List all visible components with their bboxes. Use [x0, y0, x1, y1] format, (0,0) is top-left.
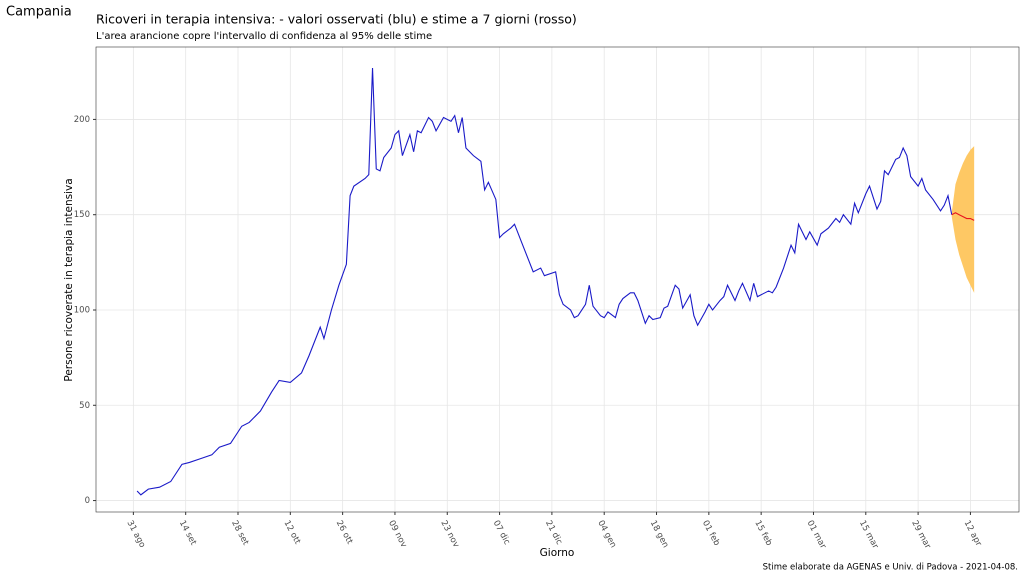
- x-axis-title: Giorno: [540, 547, 575, 559]
- x-tick-label: 14 set: [177, 519, 199, 548]
- x-tick-label: 09 nov: [386, 519, 409, 549]
- chart-subtitle: L'area arancione copre l'intervallo di c…: [96, 31, 432, 42]
- y-axis-title: Persone ricoverate in terapia intensiva: [63, 178, 75, 381]
- x-tick-label: 01 mar: [805, 519, 828, 551]
- confidence-band: [951, 146, 975, 293]
- y-tick-label: 200: [74, 115, 90, 125]
- region-label: Campania: [6, 5, 72, 20]
- plot-border: [95, 46, 1020, 513]
- x-tick-label: 07 dic: [491, 519, 512, 547]
- data-line: [951, 212, 975, 221]
- x-tick-label: 01 feb: [700, 519, 722, 548]
- caption: Stime elaborate da AGENAS e Univ. di Pad…: [763, 563, 1018, 573]
- x-tick-label: 15 feb: [752, 519, 774, 548]
- y-tick-label: 100: [74, 305, 90, 315]
- x-tick-label: 18 gen: [648, 519, 671, 550]
- x-tick-label: 29 mar: [909, 519, 932, 551]
- data-line: [136, 67, 953, 496]
- x-tick-label: 12 apr: [962, 519, 984, 549]
- y-tick-label: 150: [74, 210, 90, 220]
- x-tick-label: 21 dic: [543, 519, 564, 547]
- x-tick-label: 04 gen: [595, 519, 618, 550]
- y-tick-label: 0: [85, 496, 90, 506]
- x-tick-label: 15 mar: [857, 519, 880, 551]
- x-tick-label: 28 set: [229, 519, 251, 548]
- x-tick-label: 23 nov: [438, 519, 461, 549]
- x-tick-label: 26 ott: [334, 519, 355, 547]
- plot-panel: [96, 47, 1019, 512]
- x-tick-label: 12 ott: [281, 519, 302, 547]
- chart-title: Ricoveri in terapia intensiva: - valori …: [96, 12, 577, 27]
- x-tick-label: 31 ago: [125, 519, 148, 550]
- y-tick-label: 50: [79, 401, 90, 411]
